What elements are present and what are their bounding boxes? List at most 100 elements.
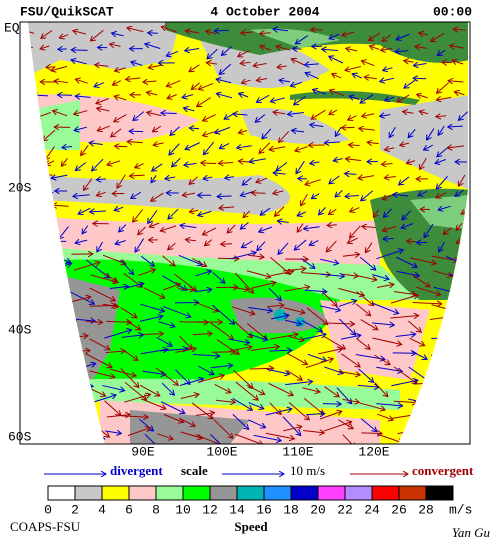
wind-arrow bbox=[310, 162, 320, 164]
wind-arrow bbox=[284, 319, 302, 324]
wind-arrow bbox=[450, 46, 465, 48]
wind-arrow bbox=[401, 223, 414, 228]
wind-arrow bbox=[163, 284, 180, 291]
wind-arrow bbox=[322, 49, 338, 50]
wind-arrow bbox=[160, 401, 185, 414]
wind-arrow bbox=[192, 333, 212, 334]
map-frame bbox=[19, 21, 471, 445]
wind-arrow bbox=[376, 284, 394, 287]
wind-arrow bbox=[36, 417, 60, 419]
wind-arrow bbox=[205, 239, 213, 246]
wind-arrow bbox=[362, 226, 376, 227]
wind-arrow bbox=[345, 159, 362, 161]
wind-arrow bbox=[230, 252, 256, 260]
wind-arrow bbox=[189, 176, 198, 185]
wind-arrow bbox=[399, 176, 410, 185]
wind-arrow bbox=[269, 334, 298, 340]
wind-arrow bbox=[395, 50, 409, 51]
wind-arrow bbox=[34, 301, 55, 319]
wind-arrow bbox=[124, 394, 150, 403]
wind-arrow bbox=[383, 68, 393, 71]
wind-arrow bbox=[277, 66, 287, 67]
wind-arrow bbox=[207, 48, 218, 59]
wind-arrow bbox=[256, 177, 268, 182]
wind-arrow bbox=[203, 114, 216, 121]
wind-arrow bbox=[96, 179, 106, 180]
wind-arrow bbox=[278, 242, 289, 255]
wind-arrow bbox=[431, 338, 449, 339]
lat-label: 20S bbox=[8, 180, 32, 195]
wind-arrow bbox=[257, 241, 266, 251]
wind-arrow bbox=[408, 320, 421, 332]
wind-arrow bbox=[94, 83, 104, 87]
colorbar-tick-label: 26 bbox=[391, 502, 407, 517]
wind-arrow bbox=[74, 111, 88, 115]
wind-arrow bbox=[372, 323, 394, 325]
wind-arrow bbox=[138, 226, 146, 235]
wind-arrow bbox=[430, 394, 458, 404]
lon-label: 120E bbox=[358, 444, 389, 459]
wind-arrow bbox=[102, 254, 126, 264]
wind-arrow bbox=[219, 207, 235, 208]
wind-arrow bbox=[342, 32, 355, 35]
wind-arrow bbox=[265, 432, 295, 439]
wind-arrow bbox=[28, 126, 38, 136]
wind-arrow bbox=[282, 416, 301, 436]
colorbar-tick-label: 12 bbox=[202, 502, 218, 517]
wind-arrow bbox=[147, 112, 162, 115]
lat-label: 60S bbox=[8, 429, 32, 444]
wind-arrow bbox=[361, 61, 375, 67]
wind-arrow bbox=[268, 287, 281, 301]
wind-arrow bbox=[249, 159, 266, 162]
wind-arrow bbox=[396, 33, 410, 40]
wind-arrow bbox=[340, 335, 361, 340]
wind-arrow bbox=[178, 289, 194, 290]
wind-arrow bbox=[455, 189, 465, 196]
wind-arrow bbox=[253, 63, 267, 65]
wind-arrow bbox=[67, 418, 80, 433]
colorbar-tick-label: 14 bbox=[229, 502, 245, 517]
wind-arrow bbox=[114, 96, 127, 100]
wind-arrow bbox=[219, 63, 232, 74]
wind-arrow bbox=[320, 274, 345, 276]
wind-arrow bbox=[250, 368, 273, 369]
wind-arrow bbox=[352, 74, 363, 79]
wind-arrow bbox=[369, 32, 381, 41]
wind-arrow bbox=[448, 434, 468, 441]
wind-arrow bbox=[201, 163, 217, 164]
wind-arrow bbox=[297, 223, 304, 233]
wind-arrow bbox=[111, 128, 122, 137]
wind-arrow bbox=[345, 174, 357, 175]
wind-arrow bbox=[192, 354, 220, 356]
wind-arrow bbox=[106, 321, 131, 322]
wind-arrow bbox=[287, 112, 304, 114]
wind-arrow bbox=[463, 268, 468, 272]
wind-arrow bbox=[172, 157, 181, 167]
wind-arrow bbox=[447, 304, 468, 311]
wind-arrow bbox=[443, 227, 452, 235]
wind-arrow bbox=[384, 176, 396, 177]
wind-arrow bbox=[260, 207, 271, 215]
wind-arrow bbox=[430, 418, 449, 431]
wind-arrow bbox=[305, 73, 319, 80]
wind-arrow bbox=[446, 322, 468, 324]
wind-arrow bbox=[402, 210, 412, 220]
wind-arrow bbox=[75, 240, 88, 243]
wind-arrow bbox=[133, 111, 145, 121]
colorbar-tick-label: 2 bbox=[71, 502, 79, 517]
wind-arrow bbox=[115, 240, 126, 244]
wind-arrow bbox=[185, 142, 200, 150]
wind-arrow bbox=[210, 365, 233, 368]
colorbar-tick-label: 22 bbox=[337, 502, 353, 517]
wind-arrow bbox=[423, 144, 434, 150]
wind-arrow bbox=[117, 174, 126, 189]
lon-label: 110E bbox=[282, 444, 313, 459]
wind-arrow bbox=[237, 146, 252, 148]
wind-arrow bbox=[304, 290, 326, 292]
wind-arrow bbox=[273, 173, 286, 174]
legend-scale-value: 10 m/s bbox=[290, 463, 325, 478]
wind-arrow bbox=[120, 259, 134, 275]
colorbar-cell bbox=[74, 485, 103, 501]
wind-arrow bbox=[35, 223, 49, 230]
wind-arrow bbox=[28, 143, 36, 156]
